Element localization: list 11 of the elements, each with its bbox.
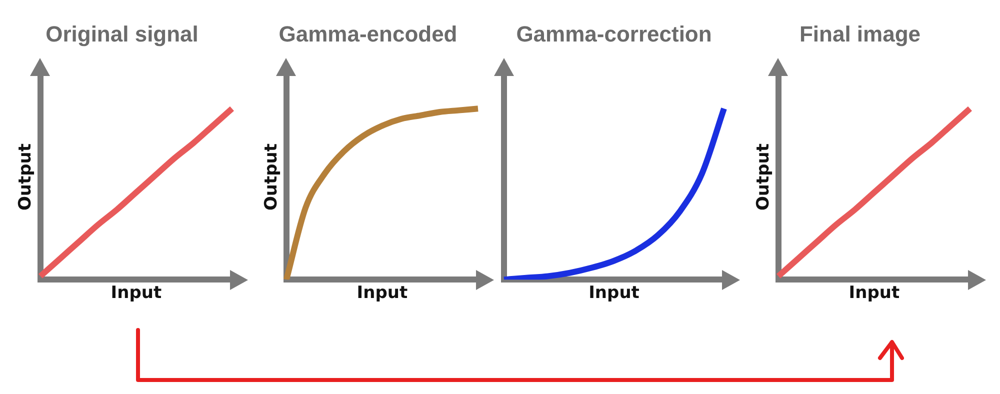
y-axis-title: Output (754, 143, 774, 211)
chart-title: Final image (799, 21, 921, 46)
y-axis-title: Output (16, 143, 36, 211)
x-axis-title: Input (110, 283, 162, 304)
x-axis-title: Input (356, 283, 408, 304)
x-axis-title: Input (848, 283, 900, 304)
chart-title: Gamma-correction (516, 21, 712, 46)
chart-title: Original signal (46, 21, 198, 46)
chart-title: Gamma-encoded (278, 21, 458, 46)
x-axis-title: Input (588, 283, 640, 304)
y-axis-title: Output (262, 143, 282, 211)
